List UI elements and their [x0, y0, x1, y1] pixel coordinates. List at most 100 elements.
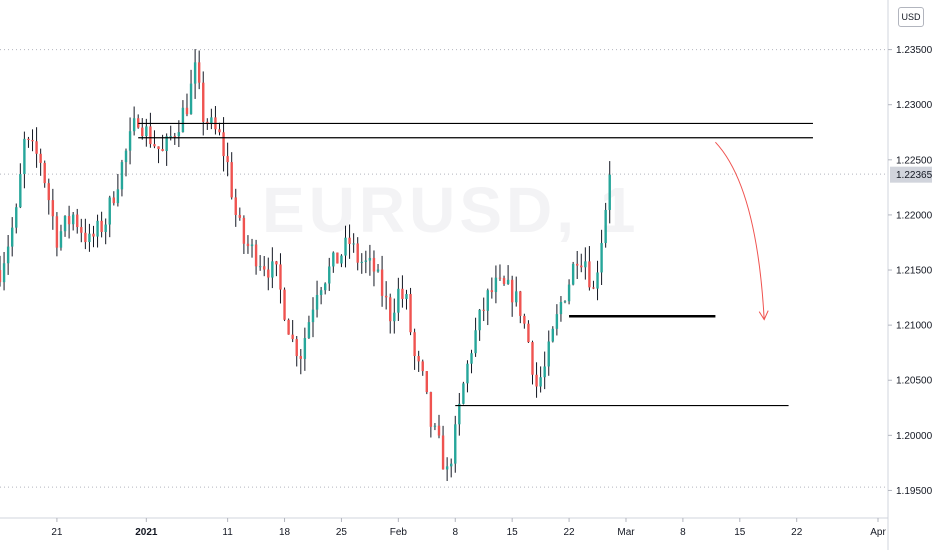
candle[interactable] — [173, 132, 176, 145]
arrow-curve[interactable] — [715, 141, 765, 320]
candle[interactable] — [539, 366, 542, 393]
candle[interactable] — [254, 239, 258, 275]
candle[interactable] — [368, 244, 372, 276]
candle[interactable] — [490, 277, 494, 299]
candle[interactable] — [165, 133, 168, 166]
candle[interactable] — [433, 423, 437, 431]
candle[interactable] — [88, 223, 91, 252]
candle[interactable] — [336, 252, 339, 264]
candle[interactable] — [218, 122, 221, 136]
candle[interactable] — [397, 277, 400, 321]
candle[interactable] — [96, 214, 99, 248]
candle[interactable] — [295, 335, 298, 367]
candle[interactable] — [0, 255, 2, 287]
candle[interactable] — [449, 458, 453, 478]
candle[interactable] — [303, 327, 307, 371]
candle[interactable] — [202, 71, 205, 136]
candle[interactable] — [193, 49, 197, 99]
candle[interactable] — [547, 330, 550, 376]
candle[interactable] — [393, 298, 396, 334]
candle[interactable] — [466, 360, 469, 393]
candle[interactable] — [31, 129, 34, 152]
candle[interactable] — [315, 280, 319, 318]
candle[interactable] — [604, 202, 607, 248]
candle[interactable] — [242, 215, 246, 254]
candle[interactable] — [506, 265, 510, 285]
candle[interactable] — [474, 317, 477, 357]
candle[interactable] — [234, 188, 237, 227]
time-axis[interactable]: 21 2021 11 18 25 Feb 8 15 22 Mar 8 15 22 Apr — [0, 517, 888, 538]
candle[interactable] — [214, 106, 217, 135]
candle[interactable] — [600, 229, 603, 285]
candle[interactable] — [372, 250, 376, 287]
candle[interactable] — [519, 290, 522, 324]
candle[interactable] — [437, 414, 441, 439]
candle[interactable] — [580, 253, 583, 273]
candle[interactable] — [567, 279, 571, 305]
currency-button[interactable]: USD — [898, 7, 924, 27]
candle[interactable] — [458, 392, 461, 436]
candle[interactable] — [6, 235, 10, 275]
candle[interactable] — [478, 308, 481, 341]
candle[interactable] — [523, 313, 526, 329]
candle[interactable] — [319, 286, 323, 305]
candle[interactable] — [608, 161, 611, 224]
candle[interactable] — [153, 130, 156, 149]
candle[interactable] — [226, 142, 229, 177]
candle[interactable] — [206, 118, 209, 130]
candle[interactable] — [417, 350, 420, 372]
candle[interactable] — [486, 288, 489, 326]
candle[interactable] — [112, 191, 116, 206]
candle[interactable] — [340, 254, 343, 268]
candle[interactable] — [535, 362, 538, 398]
candle[interactable] — [470, 349, 473, 374]
candle[interactable] — [157, 146, 160, 164]
candle[interactable] — [344, 225, 347, 268]
candle[interactable] — [39, 148, 42, 176]
candle[interactable] — [555, 304, 559, 336]
candle[interactable] — [55, 212, 59, 257]
candle[interactable] — [120, 159, 124, 197]
candle[interactable] — [498, 264, 502, 281]
candle[interactable] — [67, 205, 71, 239]
candle[interactable] — [543, 351, 546, 390]
candle[interactable] — [149, 112, 152, 148]
candle[interactable] — [132, 106, 136, 136]
candle[interactable] — [445, 457, 449, 482]
candle[interactable] — [116, 173, 120, 207]
candle[interactable] — [43, 160, 46, 188]
candle[interactable] — [389, 293, 392, 334]
candle[interactable] — [563, 300, 567, 304]
candle[interactable] — [311, 297, 315, 338]
candle[interactable] — [275, 260, 278, 277]
candle[interactable] — [421, 359, 424, 376]
candle[interactable] — [51, 188, 55, 230]
candle[interactable] — [380, 255, 384, 307]
candle[interactable] — [328, 257, 331, 291]
candle[interactable] — [405, 289, 408, 310]
candle[interactable] — [413, 328, 416, 370]
candle[interactable] — [462, 381, 465, 405]
candle[interactable] — [588, 246, 591, 291]
candle[interactable] — [263, 256, 266, 277]
candle[interactable] — [35, 127, 38, 168]
candle[interactable] — [384, 281, 388, 310]
candle[interactable] — [222, 117, 225, 172]
candle[interactable] — [502, 275, 506, 286]
candle[interactable] — [100, 211, 103, 238]
candle[interactable] — [360, 253, 363, 274]
candle[interactable] — [47, 178, 50, 215]
candle[interactable] — [197, 50, 201, 90]
candle[interactable] — [364, 250, 368, 274]
candle[interactable] — [141, 118, 144, 140]
candle[interactable] — [352, 233, 355, 253]
candle[interactable] — [267, 257, 270, 291]
candle[interactable] — [376, 264, 380, 273]
candle[interactable] — [76, 208, 79, 234]
candle[interactable] — [592, 280, 595, 290]
candle[interactable] — [409, 287, 412, 336]
candle[interactable] — [441, 425, 445, 470]
candle[interactable] — [137, 114, 140, 129]
candle[interactable] — [279, 253, 282, 304]
